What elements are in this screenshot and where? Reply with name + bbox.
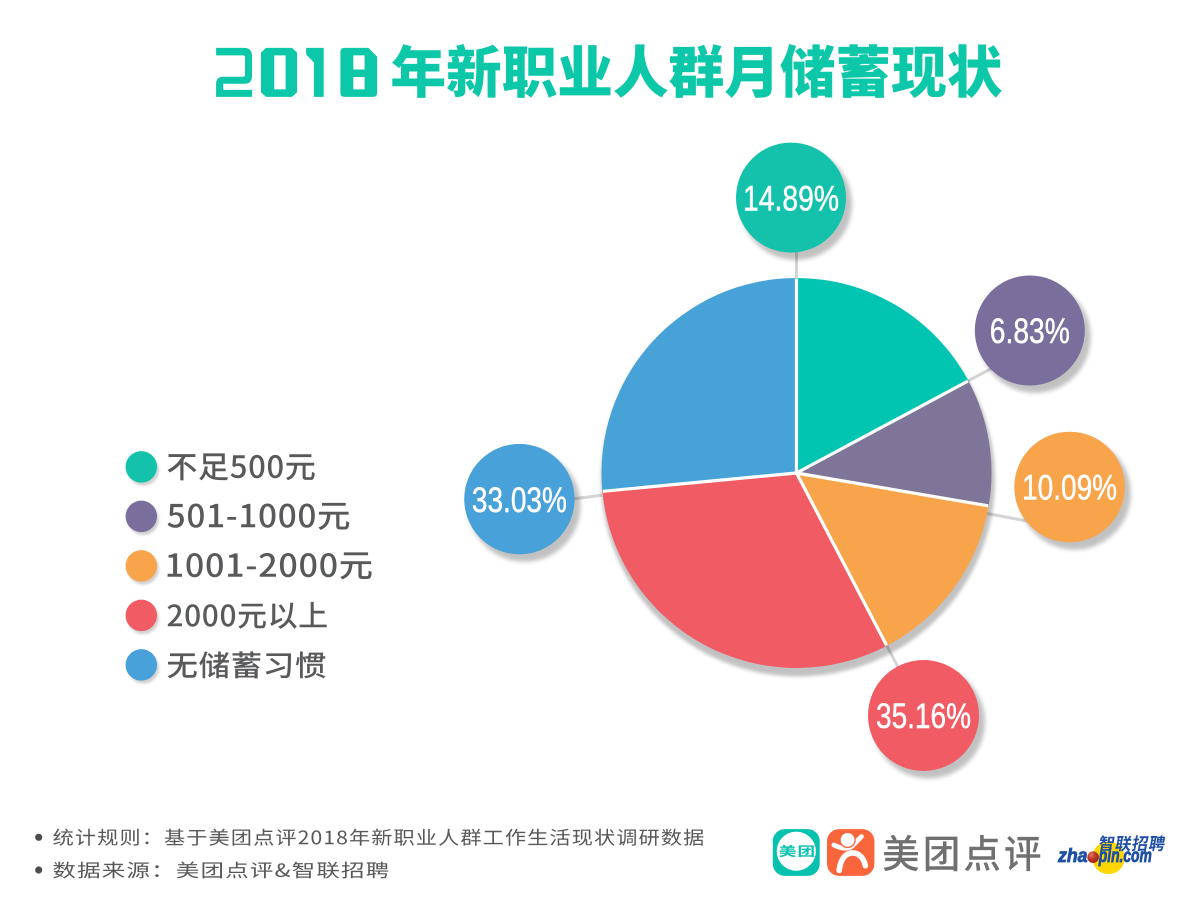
svg-text:33.03%: 33.03% <box>472 480 567 520</box>
svg-text:6.83%: 6.83% <box>990 311 1070 351</box>
svg-text:10.09%: 10.09% <box>1022 468 1117 508</box>
svg-text:35.16%: 35.16% <box>876 696 971 736</box>
svg-text:zha: zha <box>1057 846 1088 867</box>
svg-text:14.89%: 14.89% <box>743 178 839 218</box>
